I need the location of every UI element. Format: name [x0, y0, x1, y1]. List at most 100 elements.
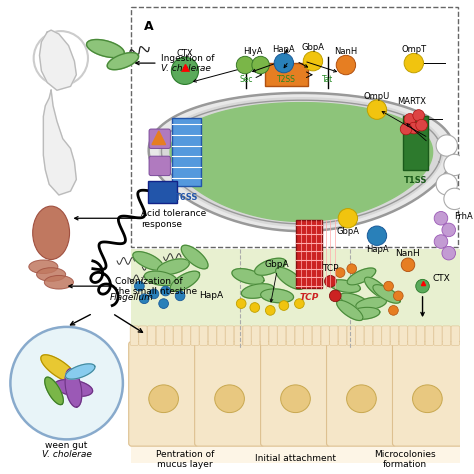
- Polygon shape: [337, 301, 363, 320]
- FancyBboxPatch shape: [356, 326, 364, 345]
- Circle shape: [413, 109, 425, 121]
- Text: TCP: TCP: [322, 264, 338, 273]
- Text: HapA: HapA: [273, 45, 295, 54]
- FancyBboxPatch shape: [392, 341, 462, 446]
- Circle shape: [436, 173, 457, 195]
- Text: HlyA: HlyA: [243, 47, 263, 56]
- Circle shape: [384, 281, 393, 291]
- Text: OmpU: OmpU: [364, 91, 390, 100]
- FancyBboxPatch shape: [382, 326, 390, 345]
- Text: T2SS: T2SS: [277, 75, 296, 84]
- Circle shape: [434, 211, 448, 225]
- FancyBboxPatch shape: [265, 63, 308, 86]
- FancyBboxPatch shape: [252, 326, 260, 345]
- FancyBboxPatch shape: [217, 326, 225, 345]
- Text: A: A: [144, 20, 154, 34]
- FancyBboxPatch shape: [130, 326, 138, 345]
- Circle shape: [172, 57, 199, 84]
- FancyBboxPatch shape: [365, 326, 373, 345]
- Polygon shape: [261, 289, 293, 303]
- FancyBboxPatch shape: [147, 326, 155, 345]
- Polygon shape: [65, 369, 82, 407]
- Text: V. cholerae: V. cholerae: [161, 64, 210, 73]
- Ellipse shape: [36, 268, 66, 281]
- Circle shape: [335, 268, 345, 277]
- Circle shape: [408, 122, 419, 134]
- Text: T1SS: T1SS: [404, 176, 428, 185]
- Polygon shape: [107, 53, 138, 70]
- Polygon shape: [87, 39, 124, 57]
- Polygon shape: [145, 271, 177, 286]
- Text: TCP: TCP: [300, 293, 319, 302]
- Polygon shape: [159, 98, 443, 226]
- FancyBboxPatch shape: [408, 326, 416, 345]
- Polygon shape: [181, 245, 208, 269]
- Circle shape: [416, 119, 428, 131]
- Text: NanH: NanH: [334, 47, 357, 56]
- Circle shape: [401, 258, 415, 272]
- Circle shape: [444, 154, 465, 175]
- FancyBboxPatch shape: [182, 326, 191, 345]
- FancyBboxPatch shape: [165, 326, 173, 345]
- FancyBboxPatch shape: [347, 326, 356, 345]
- Text: Ingestion of: Ingestion of: [161, 54, 214, 63]
- Polygon shape: [39, 30, 76, 90]
- FancyBboxPatch shape: [243, 326, 251, 345]
- Ellipse shape: [149, 385, 178, 412]
- Text: MARTX: MARTX: [397, 97, 427, 106]
- Ellipse shape: [215, 385, 245, 412]
- Text: V. cholerae: V. cholerae: [42, 450, 91, 459]
- Text: Initial attachment: Initial attachment: [255, 454, 336, 463]
- Circle shape: [175, 291, 185, 301]
- Ellipse shape: [45, 275, 73, 289]
- Text: HapA: HapA: [365, 245, 388, 254]
- FancyBboxPatch shape: [148, 182, 177, 203]
- FancyBboxPatch shape: [131, 327, 460, 463]
- Polygon shape: [373, 285, 401, 303]
- Text: NanH: NanH: [396, 249, 420, 258]
- FancyBboxPatch shape: [434, 326, 442, 345]
- Circle shape: [303, 52, 323, 71]
- Polygon shape: [45, 377, 64, 405]
- Polygon shape: [329, 280, 360, 292]
- Ellipse shape: [281, 385, 310, 412]
- Text: Pentration of: Pentration of: [156, 450, 214, 459]
- Circle shape: [149, 289, 159, 299]
- Text: ween gut: ween gut: [46, 441, 88, 450]
- Text: CTX: CTX: [432, 274, 450, 283]
- Text: Tat: Tat: [322, 75, 333, 84]
- Polygon shape: [65, 364, 95, 379]
- Polygon shape: [170, 271, 200, 292]
- Polygon shape: [41, 355, 77, 383]
- Circle shape: [404, 114, 416, 125]
- FancyBboxPatch shape: [373, 326, 381, 345]
- FancyBboxPatch shape: [399, 326, 407, 345]
- FancyBboxPatch shape: [425, 326, 433, 345]
- FancyBboxPatch shape: [131, 249, 460, 327]
- Ellipse shape: [10, 327, 123, 439]
- FancyBboxPatch shape: [129, 341, 199, 446]
- Text: Microcolonies: Microcolonies: [374, 450, 436, 459]
- Circle shape: [338, 209, 357, 228]
- Ellipse shape: [33, 206, 70, 259]
- FancyBboxPatch shape: [200, 326, 208, 345]
- Ellipse shape: [346, 385, 376, 412]
- FancyBboxPatch shape: [226, 326, 234, 345]
- Circle shape: [135, 281, 144, 291]
- Text: GbpA: GbpA: [301, 43, 325, 52]
- Polygon shape: [275, 267, 304, 289]
- Circle shape: [434, 235, 448, 248]
- Text: the small ntestine: the small ntestine: [115, 287, 197, 296]
- FancyBboxPatch shape: [173, 326, 182, 345]
- Circle shape: [444, 188, 465, 210]
- FancyBboxPatch shape: [338, 326, 346, 345]
- Circle shape: [325, 275, 336, 287]
- FancyBboxPatch shape: [312, 326, 320, 345]
- FancyBboxPatch shape: [443, 326, 451, 345]
- Text: Flagellum: Flagellum: [109, 293, 154, 302]
- Polygon shape: [347, 268, 376, 285]
- Polygon shape: [157, 259, 189, 274]
- FancyBboxPatch shape: [139, 326, 147, 345]
- Circle shape: [347, 264, 356, 273]
- Text: HapA: HapA: [200, 292, 224, 301]
